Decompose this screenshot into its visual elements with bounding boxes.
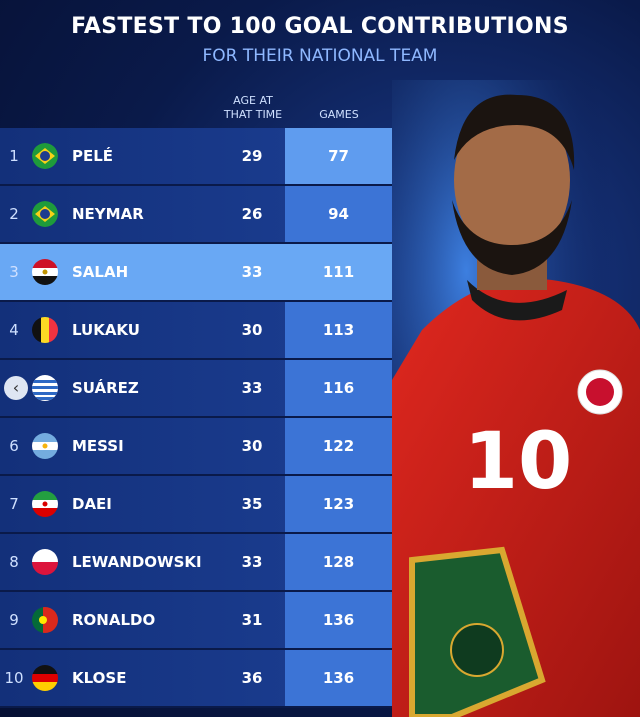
age: 33 (241, 553, 263, 571)
name: KLOSE (72, 669, 127, 687)
table-row: 4 LUKAKU 30 113 (0, 302, 392, 360)
table-row: 10 KLOSE 36 136 (0, 650, 392, 708)
name: DAEI (72, 495, 112, 513)
age: 26 (241, 205, 263, 223)
name: SUÁREZ (72, 379, 139, 397)
games-column-bg (285, 476, 392, 532)
name: PELÉ (72, 147, 114, 165)
table-row: 3 SALAH 33 111 (0, 244, 392, 302)
rank: 10 (4, 669, 24, 687)
age: 36 (241, 669, 263, 687)
rank: 3 (9, 263, 19, 281)
games-column-bg (285, 128, 392, 184)
back-button[interactable]: ‹ (4, 376, 28, 400)
rank: 7 (9, 495, 19, 513)
games: 94 (328, 205, 349, 223)
age: 33 (241, 379, 263, 397)
age: 30 (241, 437, 263, 455)
flag (32, 433, 58, 463)
flag (32, 549, 58, 579)
table-row: 2 NEYMAR 26 94 (0, 186, 392, 244)
flag (32, 201, 58, 231)
name: MESSI (72, 437, 124, 455)
shirt-number: 10 (464, 417, 573, 507)
games-column-bg (285, 418, 392, 474)
table-row: 6 MESSI 30 122 (0, 418, 392, 476)
table-row: 7 DAEI 35 123 (0, 476, 392, 534)
rank: 2 (9, 205, 19, 223)
games-column-bg (285, 244, 392, 300)
games: 136 (322, 669, 355, 687)
name: RONALDO (72, 611, 156, 629)
games: 111 (322, 263, 355, 281)
column-header: GAMES (319, 108, 359, 121)
rank: 4 (9, 321, 19, 339)
table-row: 9 RONALDO 31 136 (0, 592, 392, 650)
subtitle: FOR THEIR NATIONAL TEAM (202, 46, 438, 66)
games-column-bg (285, 360, 392, 416)
rank: 6 (9, 437, 19, 455)
name: LUKAKU (72, 321, 140, 339)
flag (32, 491, 58, 521)
games: 113 (322, 321, 355, 339)
games: 123 (322, 495, 355, 513)
games-column-bg (285, 534, 392, 590)
games-column-bg (285, 650, 392, 706)
table-row: 1 PELÉ 29 77 (0, 128, 392, 186)
games: 122 (322, 437, 355, 455)
rank: 9 (9, 611, 19, 629)
column-header: AGE AT THAT TIME (223, 94, 283, 121)
flag (32, 143, 58, 173)
games: 128 (322, 553, 355, 571)
flag (32, 317, 58, 347)
name: LEWANDOWSKI (72, 553, 202, 571)
age: 35 (241, 495, 263, 513)
games: 77 (328, 147, 349, 165)
name: SALAH (72, 263, 129, 281)
games-column-bg (285, 302, 392, 358)
age: 30 (241, 321, 263, 339)
flag (32, 375, 58, 405)
games-column-bg (285, 186, 392, 242)
table-row: ‹ SUÁREZ 33 116 (0, 360, 392, 418)
age: 31 (241, 611, 263, 629)
flag (32, 259, 58, 289)
flag (32, 665, 58, 695)
name: NEYMAR (72, 205, 144, 223)
title: FASTEST TO 100 GOAL CONTRIBUTIONS (71, 14, 569, 39)
rank: 8 (9, 553, 19, 571)
table-row: 8 LEWANDOWSKI 33 128 (0, 534, 392, 592)
player-photo: 10 (392, 80, 640, 717)
rank: 1 (9, 147, 19, 165)
games-column-bg (285, 592, 392, 648)
age: 33 (241, 263, 263, 281)
games: 136 (322, 611, 355, 629)
games: 116 (322, 379, 355, 397)
age: 29 (241, 147, 263, 165)
flag (32, 607, 58, 637)
